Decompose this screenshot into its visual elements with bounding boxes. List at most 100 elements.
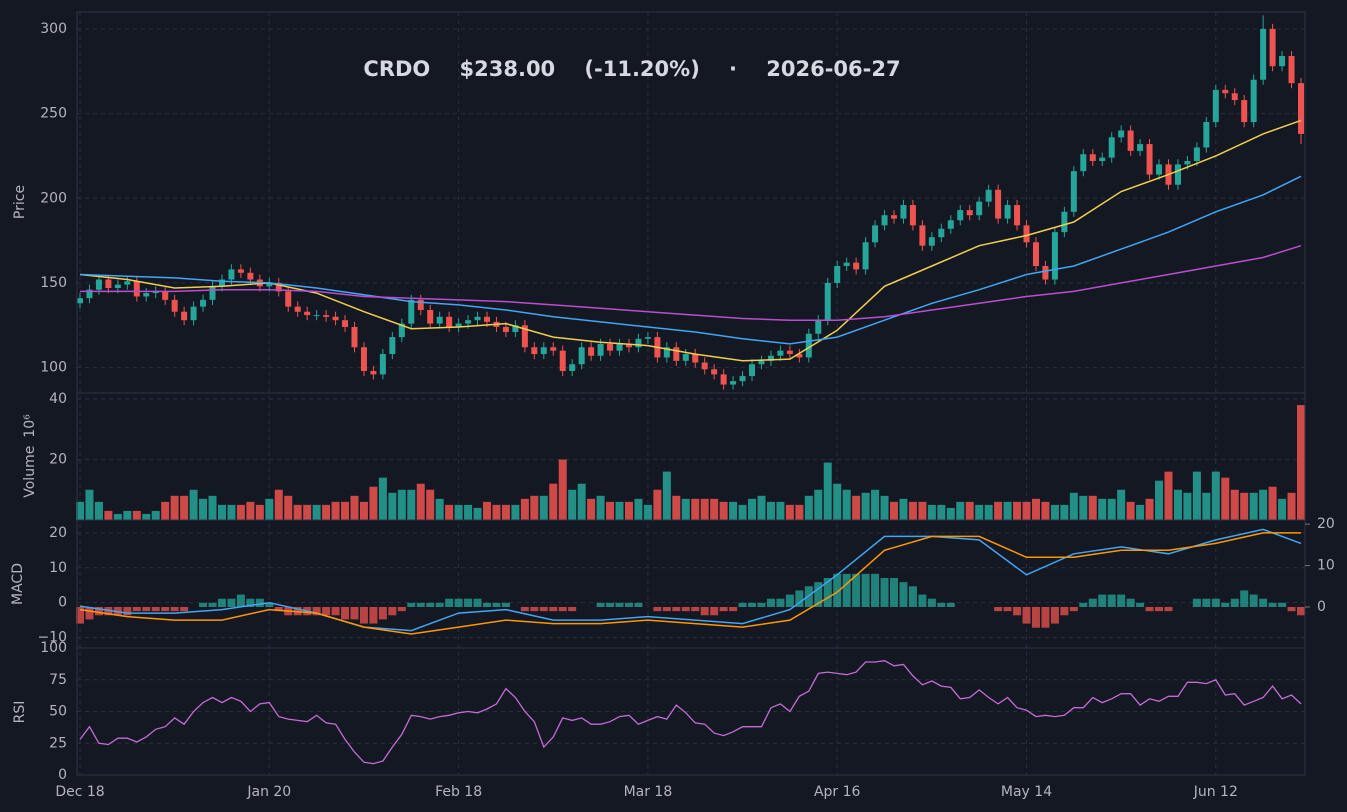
- candle-body: [1250, 79, 1257, 123]
- candle-body: [995, 189, 1002, 219]
- macd-histogram-bar: [823, 577, 832, 607]
- macd-histogram-bar: [312, 606, 321, 616]
- y-tick-label: 200: [40, 190, 67, 206]
- macd-histogram-bar: [852, 573, 861, 607]
- candle-body: [105, 279, 112, 289]
- y-tick-label: 100: [40, 360, 67, 376]
- macd-histogram-bar: [426, 602, 435, 607]
- x-tick-label: Dec 18: [55, 784, 104, 800]
- candle-body: [95, 279, 102, 290]
- candle-body: [1222, 89, 1229, 94]
- candle-body: [673, 347, 680, 361]
- candle-body: [209, 286, 216, 300]
- candle-body: [502, 326, 509, 333]
- candle-body: [313, 315, 320, 317]
- candle-body: [1108, 137, 1115, 158]
- candle-body: [796, 354, 803, 358]
- candle-body: [749, 364, 756, 377]
- macd-histogram-bar: [615, 602, 624, 607]
- macd-histogram-bar: [123, 606, 132, 616]
- macd-histogram-bar: [861, 573, 870, 607]
- x-tick-label: Feb 18: [435, 784, 482, 800]
- candle-body: [739, 376, 746, 382]
- candle-body: [512, 325, 519, 333]
- volume-bar: [662, 471, 671, 520]
- volume-bar: [672, 495, 681, 520]
- volume-bar: [700, 498, 709, 520]
- candle-body: [398, 323, 405, 338]
- candle-body: [919, 225, 926, 246]
- candle-body: [1080, 154, 1087, 172]
- x-tick-label: Jun 12: [1193, 784, 1238, 800]
- volume-bar: [284, 495, 293, 520]
- candle-body: [1269, 28, 1276, 67]
- macd-histogram-bar: [483, 602, 491, 607]
- volume-bar: [766, 501, 775, 520]
- candle-body: [389, 337, 396, 355]
- volume-bar: [132, 510, 141, 520]
- candle-body: [540, 347, 547, 355]
- candle-body: [834, 266, 841, 283]
- candle-body: [862, 242, 869, 270]
- candle-body: [190, 306, 197, 321]
- volume-bar: [1003, 501, 1012, 520]
- candle-body: [114, 284, 121, 289]
- candle-body: [228, 269, 235, 280]
- candle-body: [1061, 211, 1068, 233]
- candle-body: [625, 343, 632, 348]
- volume-bar: [653, 489, 662, 520]
- candle-body: [446, 316, 453, 327]
- macd-histogram-bar: [454, 598, 463, 607]
- y-tick-label: 20: [49, 525, 67, 541]
- volume-bar: [1041, 501, 1050, 520]
- macd-histogram-bar: [738, 602, 747, 607]
- volume-bar: [587, 498, 596, 520]
- macd-histogram-bar: [814, 582, 823, 607]
- macd-histogram-bar: [1192, 598, 1201, 607]
- candle-body: [1193, 147, 1200, 162]
- candle-body: [985, 189, 992, 202]
- macd-histogram-bar: [236, 594, 245, 607]
- macd-histogram-bar: [1297, 606, 1305, 616]
- macd-histogram-bar: [899, 582, 908, 607]
- volume-bar: [1249, 492, 1258, 520]
- macd-histogram-bar: [880, 577, 889, 607]
- volume-bar: [606, 501, 615, 520]
- macd-histogram-bar: [681, 606, 690, 612]
- macd-histogram-bar: [795, 590, 804, 607]
- volume-bar: [388, 492, 397, 520]
- macd-histogram-bar: [1155, 606, 1164, 612]
- macd-histogram-bar: [378, 606, 387, 620]
- candle-body: [218, 279, 225, 287]
- candle-body: [1231, 93, 1238, 101]
- moving-average-line: [80, 244, 1302, 321]
- macd-histogram-bar: [142, 606, 151, 612]
- volume-bar: [464, 504, 473, 520]
- volume-bar: [331, 501, 340, 520]
- volume-bar: [975, 504, 984, 520]
- macd-axis-label: MACD: [10, 563, 26, 605]
- candle-body: [1146, 144, 1153, 175]
- y-tick-label: −10: [37, 630, 67, 646]
- candle-body: [1014, 205, 1021, 226]
- macd-histogram-bar: [217, 598, 226, 607]
- candle-body: [976, 201, 983, 216]
- candle-body: [427, 310, 434, 324]
- volume-bar: [312, 504, 321, 520]
- volume-bar: [539, 495, 548, 520]
- volume-bar: [577, 483, 586, 520]
- macd-histogram-bar: [1031, 606, 1040, 628]
- macd-histogram-bar: [908, 586, 917, 607]
- volume-bar: [265, 498, 274, 520]
- moving-average-line: [79, 119, 1302, 362]
- candle-body: [682, 354, 689, 361]
- x-tick-label: May 14: [1001, 784, 1052, 800]
- candle-body: [152, 291, 159, 294]
- volume-bar: [899, 498, 908, 520]
- volume-bar: [151, 510, 160, 520]
- macd-histogram-bar: [388, 606, 397, 616]
- macd-histogram-bar: [946, 602, 955, 607]
- volume-bar: [994, 501, 1003, 520]
- macd-histogram-bar: [539, 606, 548, 612]
